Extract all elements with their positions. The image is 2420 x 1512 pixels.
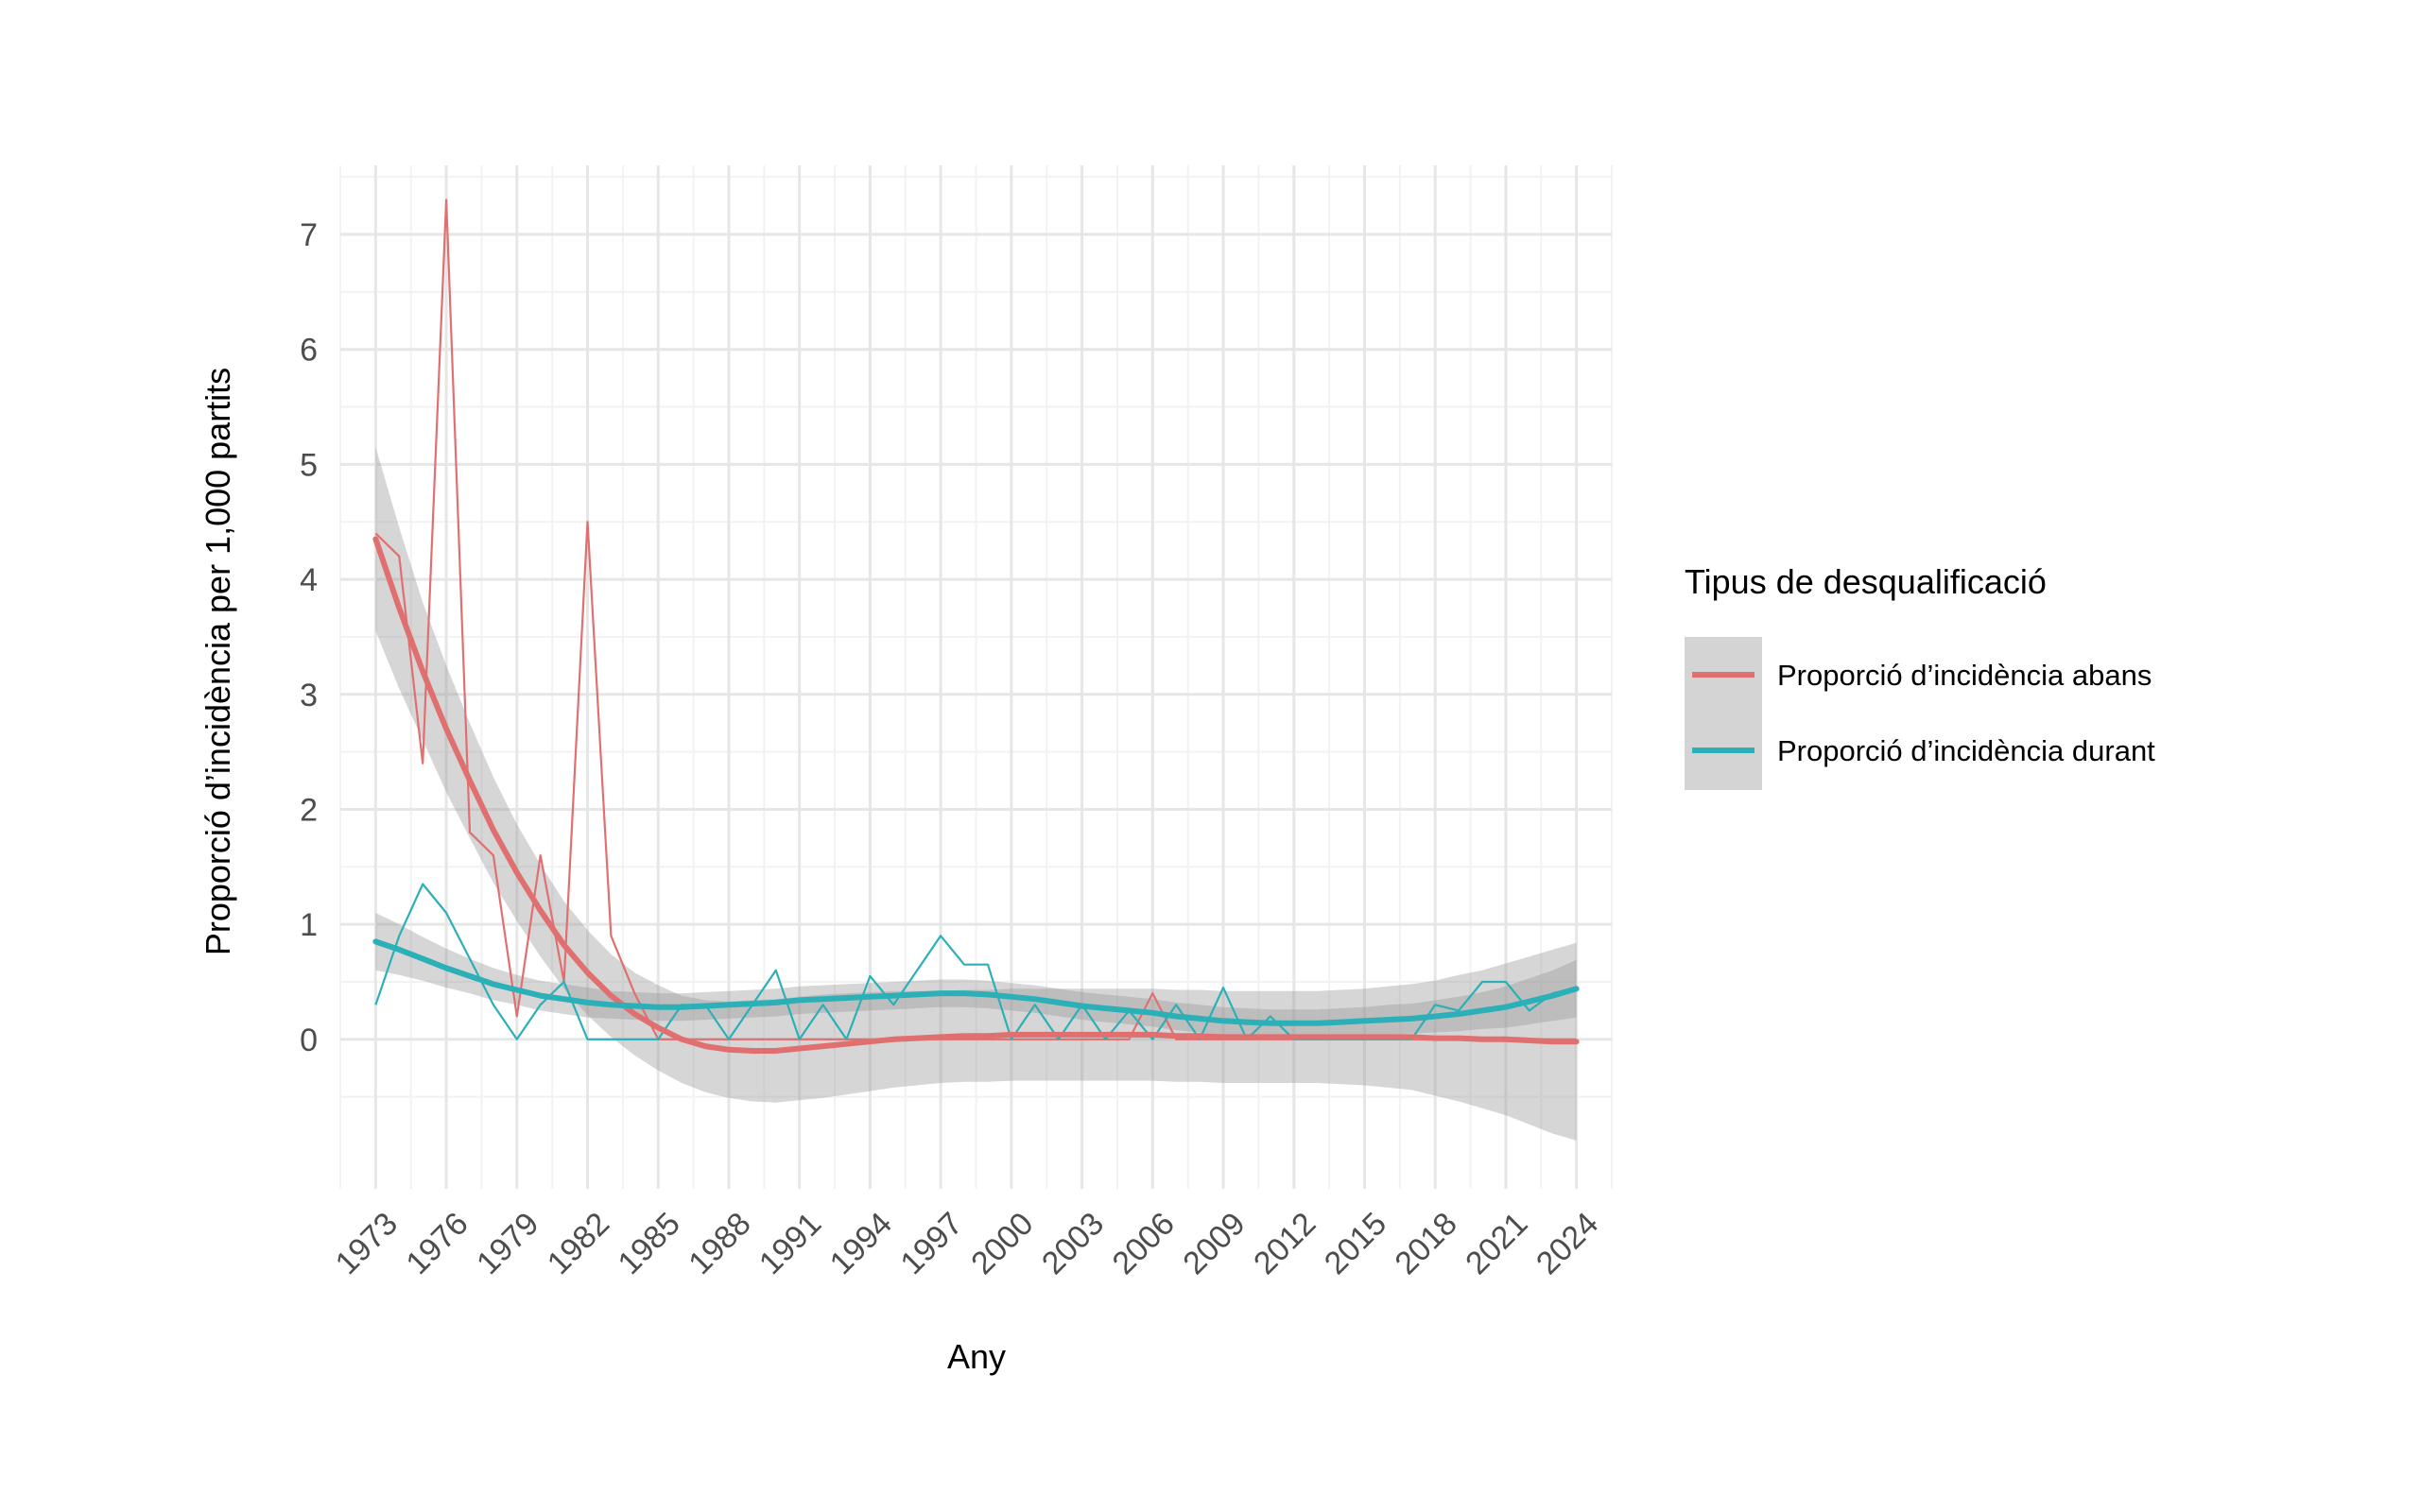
y-tick-label: 5 bbox=[300, 447, 318, 483]
x-tick-label: 1991 bbox=[752, 1206, 828, 1281]
smooth-series-lines bbox=[372, 536, 1580, 1054]
x-tick-label: 2006 bbox=[1106, 1206, 1182, 1281]
legend-key-background bbox=[1685, 637, 1762, 790]
y-tick-label: 4 bbox=[300, 562, 318, 598]
y-tick-label: 3 bbox=[300, 678, 318, 713]
x-tick-label: 1988 bbox=[682, 1206, 757, 1281]
smooth-line-durant bbox=[372, 938, 1580, 1026]
legend: Tipus de desqualificació Proporció d’inc… bbox=[1685, 562, 2155, 790]
legend-label-abans: Proporció d’incidència abans bbox=[1777, 659, 2152, 692]
y-tick-label: 2 bbox=[300, 792, 318, 828]
x-tick-label: 1997 bbox=[893, 1206, 969, 1281]
x-tick-label: 2000 bbox=[964, 1206, 1040, 1281]
grid-minor bbox=[339, 165, 1613, 1189]
x-tick-label: 2021 bbox=[1459, 1206, 1534, 1281]
x-tick-label: 1994 bbox=[823, 1206, 899, 1281]
x-tick-label: 2018 bbox=[1388, 1206, 1463, 1281]
x-tick-label: 1973 bbox=[329, 1206, 405, 1281]
x-axis-ticks: 1973197619791982198519881991199419972000… bbox=[329, 1206, 1606, 1281]
x-tick-label: 2024 bbox=[1530, 1206, 1605, 1281]
legend-label-durant: Proporció d’incidència durant bbox=[1777, 734, 2155, 767]
x-axis-title: Any bbox=[947, 1337, 1006, 1376]
y-tick-label: 0 bbox=[300, 1022, 318, 1058]
y-tick-label: 7 bbox=[300, 217, 318, 253]
x-tick-label: 1985 bbox=[612, 1206, 687, 1281]
x-tick-label: 2009 bbox=[1176, 1206, 1252, 1281]
x-tick-label: 1979 bbox=[470, 1206, 545, 1281]
ribbon-abans bbox=[375, 447, 1577, 1141]
x-tick-label: 2015 bbox=[1318, 1206, 1393, 1281]
x-tick-label: 2012 bbox=[1247, 1206, 1322, 1281]
legend-title: Tipus de desqualificació bbox=[1685, 562, 2047, 601]
y-axis-ticks: 0 1 2 3 4 5 6 7 bbox=[300, 217, 318, 1058]
y-tick-label: 1 bbox=[300, 907, 318, 943]
smooth-line-abans bbox=[372, 536, 1580, 1054]
x-tick-label: 1982 bbox=[541, 1206, 616, 1281]
x-tick-label: 1976 bbox=[399, 1206, 475, 1281]
y-tick-label: 6 bbox=[300, 333, 318, 369]
y-axis-title: Proporció d’incidència per 1,000 partits bbox=[199, 368, 237, 955]
x-tick-label: 2003 bbox=[1035, 1206, 1111, 1281]
